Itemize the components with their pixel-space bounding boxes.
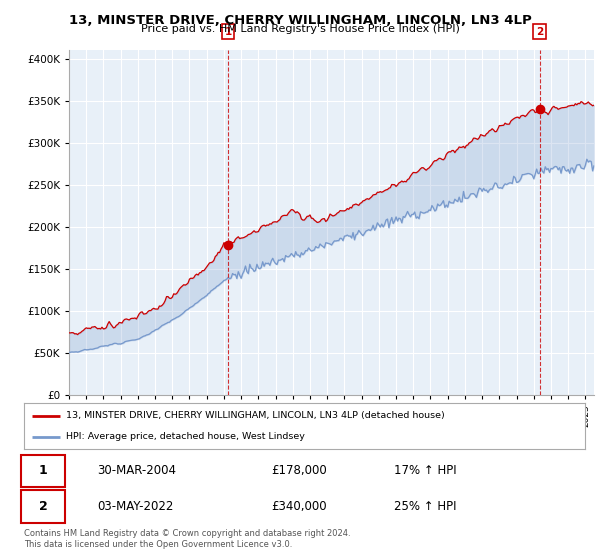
Text: 2: 2 [536, 27, 543, 36]
Text: 17% ↑ HPI: 17% ↑ HPI [394, 464, 457, 478]
Text: Contains HM Land Registry data © Crown copyright and database right 2024.
This d: Contains HM Land Registry data © Crown c… [24, 529, 350, 549]
Text: Price paid vs. HM Land Registry's House Price Index (HPI): Price paid vs. HM Land Registry's House … [140, 24, 460, 34]
Text: 13, MINSTER DRIVE, CHERRY WILLINGHAM, LINCOLN, LN3 4LP (detached house): 13, MINSTER DRIVE, CHERRY WILLINGHAM, LI… [66, 411, 445, 420]
Text: 30-MAR-2004: 30-MAR-2004 [97, 464, 176, 478]
Text: £178,000: £178,000 [271, 464, 326, 478]
Text: 1: 1 [224, 27, 232, 36]
Text: 1: 1 [38, 464, 47, 478]
Text: 2: 2 [38, 500, 47, 513]
Text: 13, MINSTER DRIVE, CHERRY WILLINGHAM, LINCOLN, LN3 4LP: 13, MINSTER DRIVE, CHERRY WILLINGHAM, LI… [68, 14, 532, 27]
Text: 25% ↑ HPI: 25% ↑ HPI [394, 500, 457, 513]
Text: £340,000: £340,000 [271, 500, 326, 513]
FancyBboxPatch shape [21, 455, 65, 487]
Text: 03-MAY-2022: 03-MAY-2022 [97, 500, 173, 513]
Text: HPI: Average price, detached house, West Lindsey: HPI: Average price, detached house, West… [66, 432, 305, 441]
FancyBboxPatch shape [21, 490, 65, 522]
